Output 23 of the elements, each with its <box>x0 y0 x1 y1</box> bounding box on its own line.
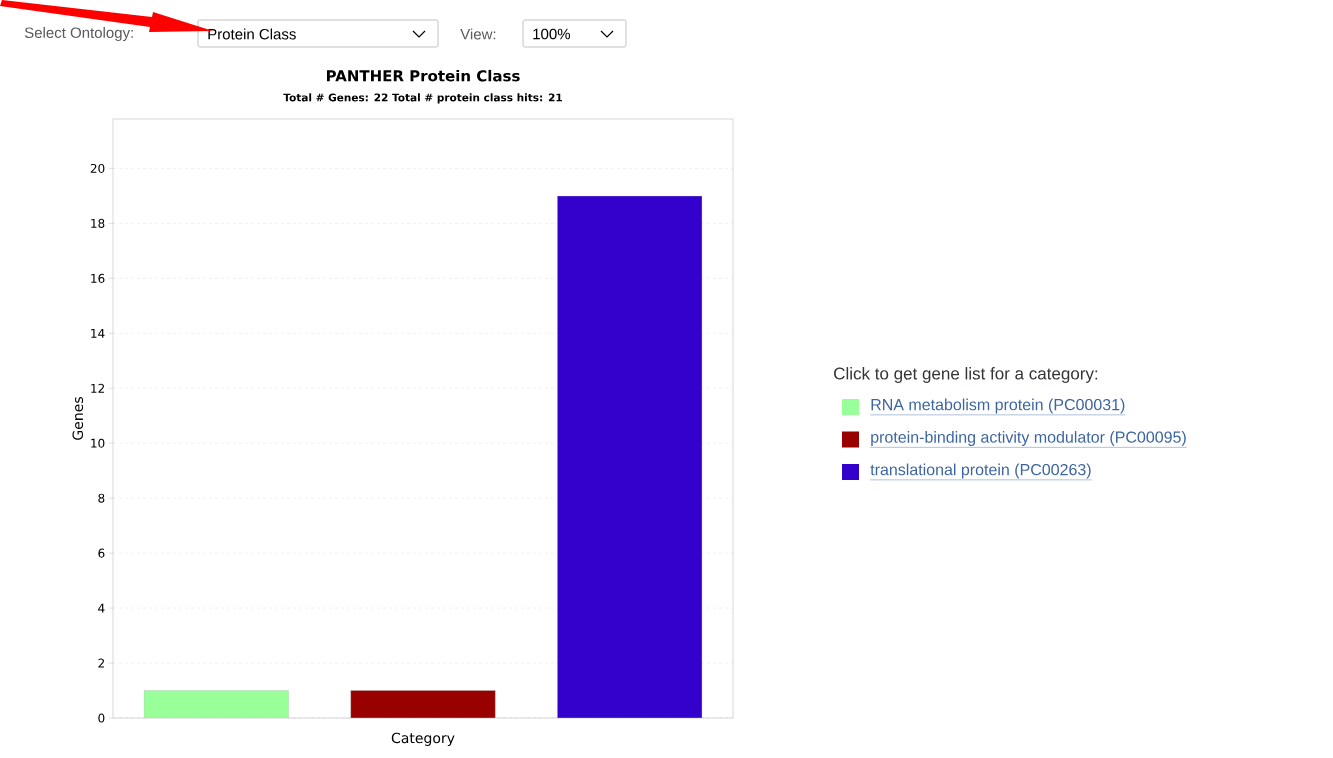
y-tick-label: 0 <box>98 713 105 723</box>
chart-subtitle: Total # Genes: 22 Total # protein class hits: 21 <box>283 93 562 104</box>
text: Protein Class <box>208 28 296 40</box>
y-tick-label: 4 <box>98 603 105 613</box>
y-tick-label: 6 <box>98 548 105 558</box>
legend-title: Click to get gene list for a category: <box>834 367 1098 383</box>
y-tick-label: 20 <box>90 163 105 173</box>
y-tick-label: 18 <box>91 218 105 228</box>
y-tick-label: 10 <box>91 438 105 448</box>
chart-title: PANTHER Protein Class <box>326 69 520 82</box>
text: Select Ontology: <box>24 27 133 41</box>
y-tick-label: 8 <box>98 493 105 503</box>
y-tick-label: 2 <box>98 658 104 668</box>
y-tick-label: 14 <box>91 328 105 338</box>
y-axis-title: Genes <box>72 397 84 440</box>
legend-label: RNA metabolism protein (PC00031) <box>871 398 1125 414</box>
y-tick-label: 16 <box>91 273 105 283</box>
text: 100% <box>533 28 571 40</box>
text: View: <box>460 28 496 40</box>
legend-label: translational protein (PC00263) <box>870 463 1091 479</box>
x-axis-title: Category <box>391 732 455 746</box>
y-tick-label: 12 <box>91 383 104 393</box>
legend-label: protein-binding activity modulator (PC00095) <box>871 431 1186 446</box>
